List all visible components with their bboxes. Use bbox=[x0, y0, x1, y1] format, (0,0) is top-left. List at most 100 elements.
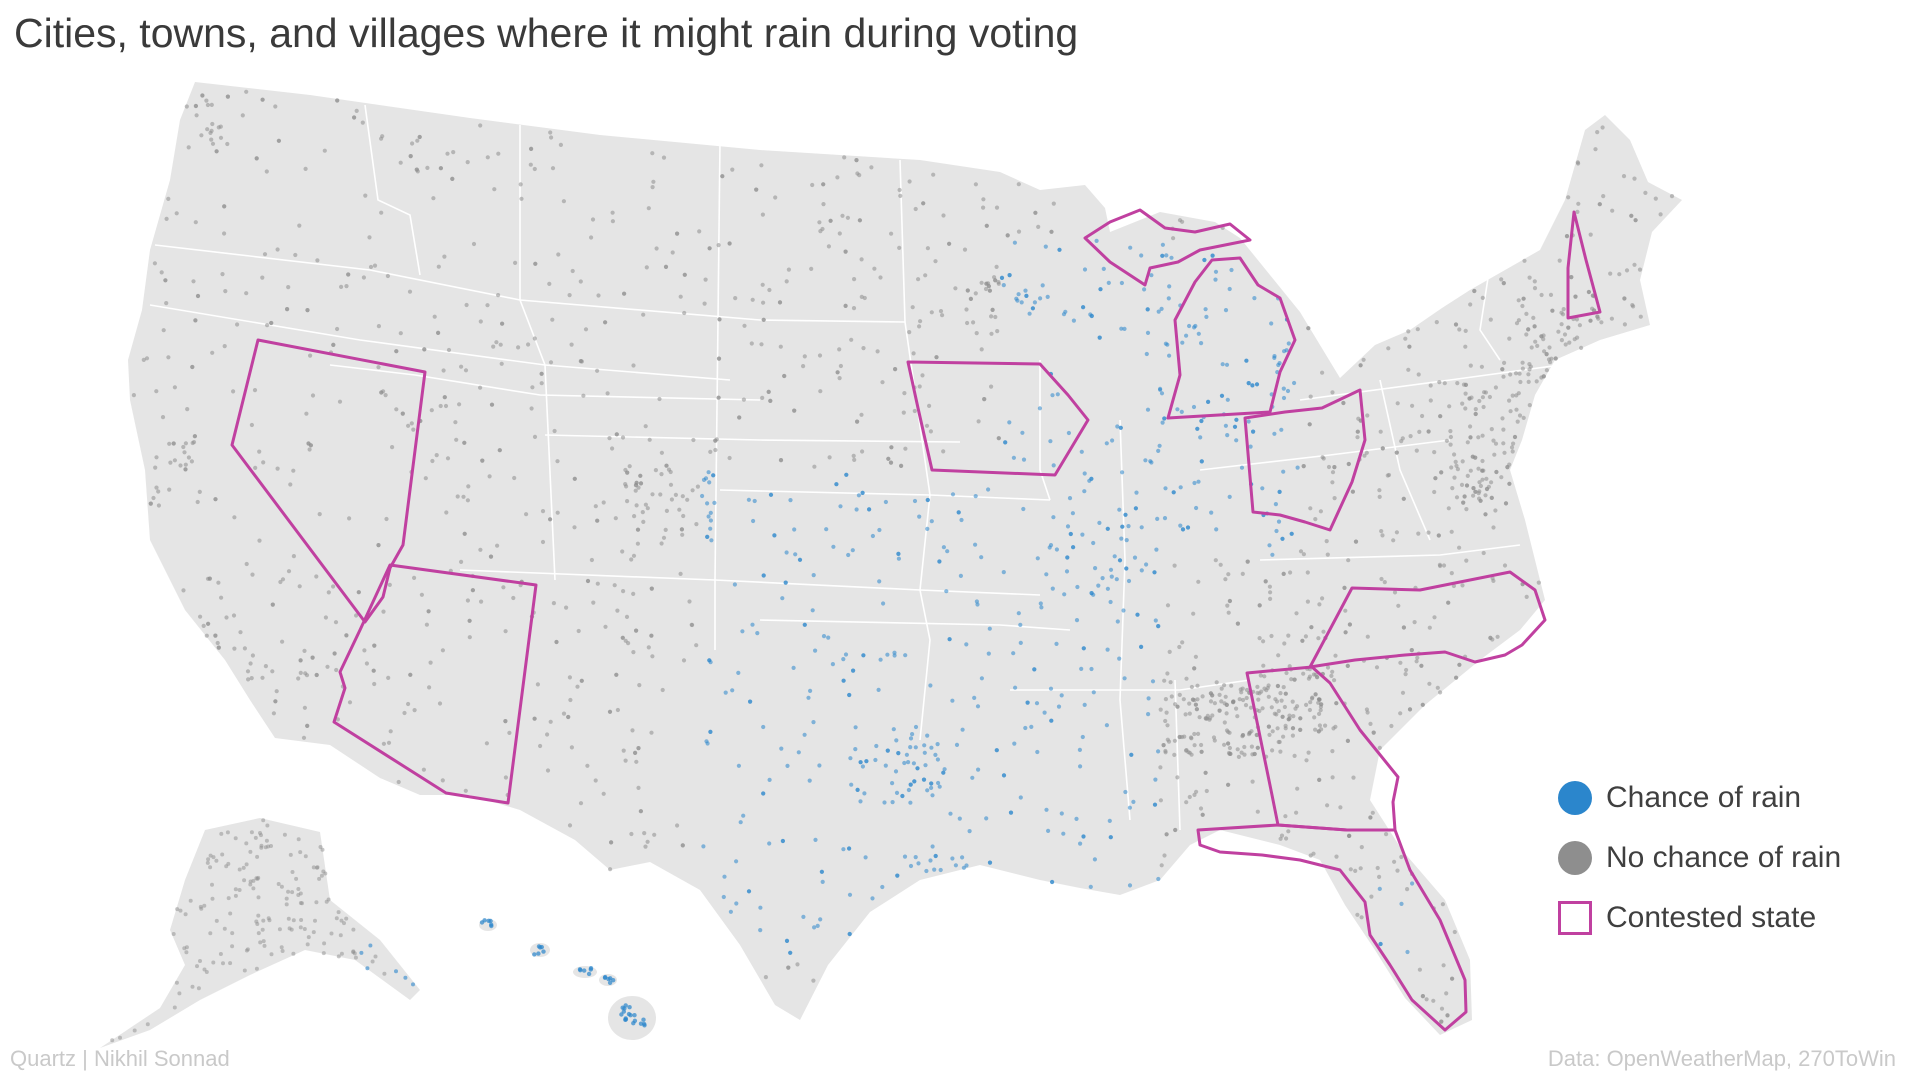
town-dot bbox=[1617, 272, 1622, 277]
town-dot bbox=[184, 950, 189, 955]
town-dot bbox=[1478, 498, 1483, 503]
town-dot bbox=[1281, 685, 1286, 690]
town-dot bbox=[1305, 599, 1310, 604]
town-dot bbox=[846, 552, 851, 558]
town-dot bbox=[1275, 683, 1280, 689]
town-dot bbox=[577, 967, 583, 972]
town-dot bbox=[1549, 356, 1554, 361]
town-dot bbox=[767, 841, 772, 846]
town-dot bbox=[1231, 699, 1236, 704]
town-dot bbox=[1405, 949, 1410, 955]
town-dot bbox=[178, 463, 183, 468]
town-dot bbox=[1377, 745, 1382, 751]
town-dot bbox=[1448, 442, 1453, 447]
town-dot bbox=[759, 163, 764, 168]
town-dot bbox=[1036, 224, 1041, 229]
town-dot bbox=[1255, 690, 1260, 696]
town-dot bbox=[621, 748, 626, 753]
town-dot bbox=[817, 763, 822, 768]
state-border-line bbox=[364, 104, 421, 276]
town-dot bbox=[1315, 675, 1320, 680]
town-dot bbox=[269, 952, 274, 957]
town-dot bbox=[1633, 218, 1638, 223]
town-dot bbox=[835, 175, 840, 180]
state-border-line bbox=[519, 125, 556, 581]
town-dot bbox=[896, 551, 901, 557]
town-dot bbox=[1213, 269, 1219, 274]
town-dot bbox=[680, 532, 685, 537]
town-dot bbox=[959, 517, 964, 523]
town-dot bbox=[270, 602, 275, 607]
town-dot bbox=[260, 97, 265, 102]
town-dot bbox=[503, 629, 508, 634]
town-dot bbox=[634, 503, 639, 508]
town-dot bbox=[442, 395, 447, 400]
town-dot bbox=[834, 482, 839, 487]
town-dot bbox=[222, 344, 227, 349]
town-dot bbox=[1332, 496, 1337, 501]
town-dot bbox=[896, 556, 902, 561]
town-dot bbox=[713, 447, 718, 453]
town-dot bbox=[1316, 729, 1321, 734]
conus-land bbox=[128, 82, 1682, 1035]
legend-item-rain: Chance of rain bbox=[1558, 768, 1841, 828]
town-dot bbox=[1285, 388, 1291, 394]
town-dot bbox=[210, 896, 215, 901]
town-dot bbox=[973, 291, 978, 296]
town-dot bbox=[305, 723, 310, 729]
town-dot bbox=[1070, 511, 1075, 516]
town-dot bbox=[310, 655, 315, 660]
town-dot bbox=[984, 816, 989, 821]
town-dot bbox=[916, 861, 921, 866]
town-dot bbox=[993, 314, 998, 320]
town-dot bbox=[950, 856, 955, 861]
town-dot bbox=[1154, 547, 1159, 552]
town-dot bbox=[908, 782, 913, 787]
town-dot bbox=[1024, 293, 1029, 298]
town-dot bbox=[530, 385, 535, 390]
town-dot bbox=[1152, 570, 1157, 575]
town-dot bbox=[228, 911, 233, 916]
town-dot bbox=[484, 741, 489, 746]
town-dot bbox=[1529, 345, 1534, 350]
town-dot bbox=[1015, 298, 1020, 303]
town-dot bbox=[254, 919, 259, 924]
town-dot bbox=[908, 863, 914, 869]
town-dot bbox=[1362, 453, 1367, 458]
town-dot bbox=[889, 445, 894, 450]
town-dot bbox=[237, 888, 242, 892]
town-dot bbox=[680, 494, 685, 499]
town-dot bbox=[1124, 538, 1129, 543]
town-dot bbox=[1146, 712, 1151, 717]
town-dot bbox=[631, 553, 637, 558]
town-dot bbox=[1079, 666, 1084, 672]
town-dot bbox=[1365, 634, 1370, 639]
town-dot bbox=[154, 389, 159, 394]
town-dot bbox=[1658, 212, 1663, 217]
town-dot bbox=[860, 449, 865, 454]
town-dot bbox=[1527, 275, 1532, 280]
town-dot bbox=[1224, 711, 1229, 716]
town-dot bbox=[1247, 730, 1252, 735]
town-dot bbox=[1476, 466, 1481, 471]
town-dot bbox=[1307, 707, 1312, 713]
town-dot bbox=[1232, 424, 1238, 429]
town-dot bbox=[1439, 1006, 1445, 1011]
town-dot bbox=[335, 326, 340, 332]
town-dot bbox=[1281, 571, 1286, 577]
town-dot bbox=[1038, 601, 1043, 606]
town-dot bbox=[1463, 406, 1468, 411]
town-dot bbox=[1441, 963, 1446, 968]
town-dot bbox=[632, 514, 637, 519]
town-dot bbox=[643, 844, 648, 849]
town-dot bbox=[558, 142, 564, 147]
town-dot bbox=[1195, 697, 1200, 702]
town-dot bbox=[929, 781, 934, 786]
town-dot bbox=[319, 873, 324, 878]
town-dot bbox=[1080, 734, 1085, 740]
town-dot bbox=[1473, 411, 1478, 417]
town-dot bbox=[1481, 550, 1486, 556]
town-dot bbox=[192, 434, 197, 439]
town-dot bbox=[1385, 473, 1390, 478]
town-dot bbox=[1468, 468, 1473, 473]
